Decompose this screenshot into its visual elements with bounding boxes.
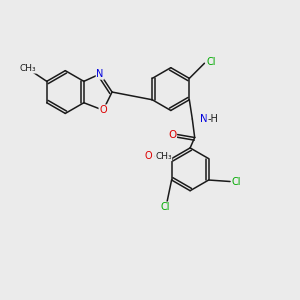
Text: Cl: Cl	[206, 57, 216, 67]
Text: Cl: Cl	[232, 176, 241, 187]
Text: O: O	[168, 130, 176, 140]
Text: CH₃: CH₃	[155, 152, 172, 160]
Text: -H: -H	[207, 114, 218, 124]
Text: CH₃: CH₃	[20, 64, 36, 73]
Text: Cl: Cl	[161, 202, 170, 212]
Text: N: N	[97, 69, 104, 79]
Text: O: O	[99, 105, 107, 115]
Text: O: O	[144, 151, 152, 161]
Text: N: N	[200, 114, 208, 124]
